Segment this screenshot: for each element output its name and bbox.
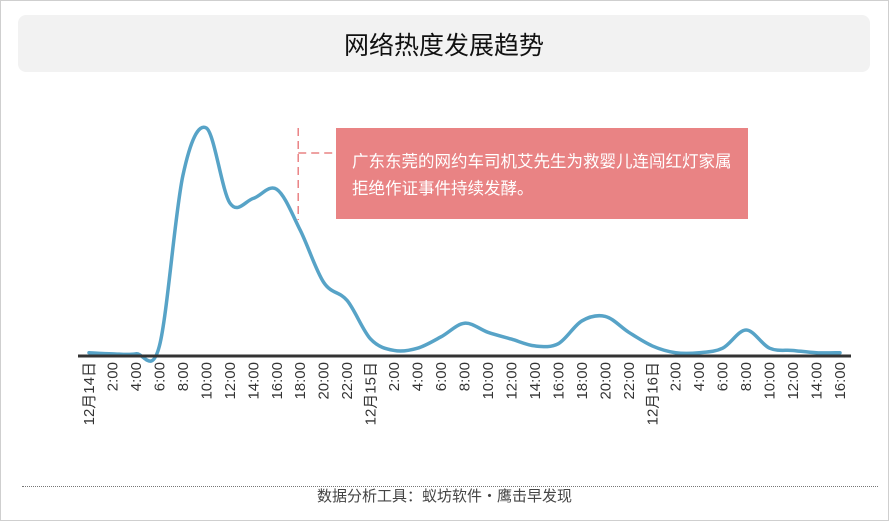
x-tick-label: 14:00	[527, 362, 544, 400]
x-tick-label: 8:00	[175, 362, 192, 391]
chart-title: 网络热度发展趋势	[343, 30, 544, 60]
x-tick-label: 4:00	[410, 362, 427, 391]
x-tick-label: 4:00	[128, 362, 145, 391]
footer-credit: 数据分析工具：蚁坊软件・鹰击早发现	[316, 487, 572, 505]
footer-divider	[22, 486, 878, 487]
x-tick-label: 10:00	[762, 362, 779, 400]
x-tick-label: 12月15日	[363, 362, 380, 425]
annotation-text: 广东东莞的网约车司机艾先生为救婴儿连闯红灯家属拒绝作证事件持续发酵。	[352, 152, 732, 198]
x-tick-label: 4:00	[691, 362, 708, 391]
x-tick-label: 2:00	[668, 362, 685, 391]
x-tick-label: 16:00	[832, 362, 849, 400]
x-tick-label: 12:00	[503, 362, 520, 400]
x-tick-label: 10:00	[198, 362, 215, 400]
x-tick-label: 2:00	[386, 362, 403, 391]
x-tick-label: 12:00	[222, 362, 239, 400]
x-tick-label: 12:00	[785, 362, 802, 400]
x-tick-label: 8:00	[457, 362, 474, 391]
x-tick-label: 2:00	[104, 362, 121, 391]
x-tick-label: 16:00	[269, 362, 286, 400]
x-tick-label: 10:00	[480, 362, 497, 400]
x-tick-label: 6:00	[715, 362, 732, 391]
x-tick-label: 6:00	[433, 362, 450, 391]
annotation-box: 广东东莞的网约车司机艾先生为救婴儿连闯红灯家属拒绝作证事件持续发酵。	[336, 128, 748, 219]
x-tick-label: 20:00	[597, 362, 614, 400]
x-tick-label: 12月16日	[644, 362, 661, 425]
x-tick-label: 12月14日	[81, 362, 98, 425]
series-line	[87, 125, 842, 363]
x-tick-label: 20:00	[316, 362, 333, 400]
x-tick-label: 6:00	[151, 362, 168, 391]
x-tick-label: 18:00	[574, 362, 591, 400]
x-tick-label: 18:00	[292, 362, 309, 400]
x-tick-label: 22:00	[621, 362, 638, 400]
title-bar: 网络热度发展趋势	[18, 15, 870, 72]
x-tick-label: 8:00	[738, 362, 755, 391]
x-tick-label: 16:00	[550, 362, 567, 400]
x-tick-label: 14:00	[809, 362, 826, 400]
x-tick-label: 22:00	[339, 362, 356, 400]
x-tick-label: 14:00	[245, 362, 262, 400]
